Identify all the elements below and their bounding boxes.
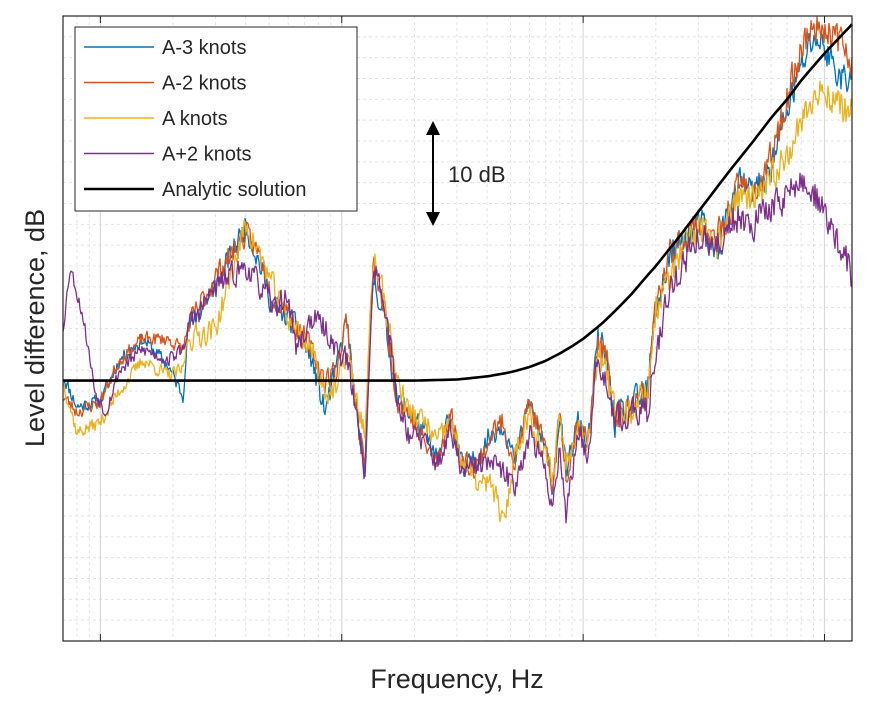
series-line-3 xyxy=(62,172,853,524)
series-line-4 xyxy=(63,23,853,382)
arrow-head-up-icon xyxy=(426,121,440,135)
legend-label-2: A knots xyxy=(162,108,228,130)
series-lines xyxy=(62,16,853,524)
legend-label-4: Analytic solution xyxy=(162,179,307,201)
legend-box xyxy=(74,26,358,212)
legend-label-3: A+2 knots xyxy=(162,144,252,166)
arrow-head-down-icon xyxy=(426,212,440,226)
annotation-arrow xyxy=(426,121,440,226)
axes-box xyxy=(62,15,853,642)
legend-label-1: A-2 knots xyxy=(162,73,246,95)
y-axis-label: Level difference, dB xyxy=(20,209,50,447)
legend-label-0: A-3 knots xyxy=(162,37,246,59)
x-axis-label: Frequency, Hz xyxy=(370,664,544,694)
annotation-label: 10 dB xyxy=(448,162,506,187)
axis-ticks xyxy=(99,16,825,641)
legend: A-3 knots A-2 knots A knots A+2 knots Analyt… xyxy=(74,26,358,212)
series-line-2 xyxy=(62,80,853,523)
